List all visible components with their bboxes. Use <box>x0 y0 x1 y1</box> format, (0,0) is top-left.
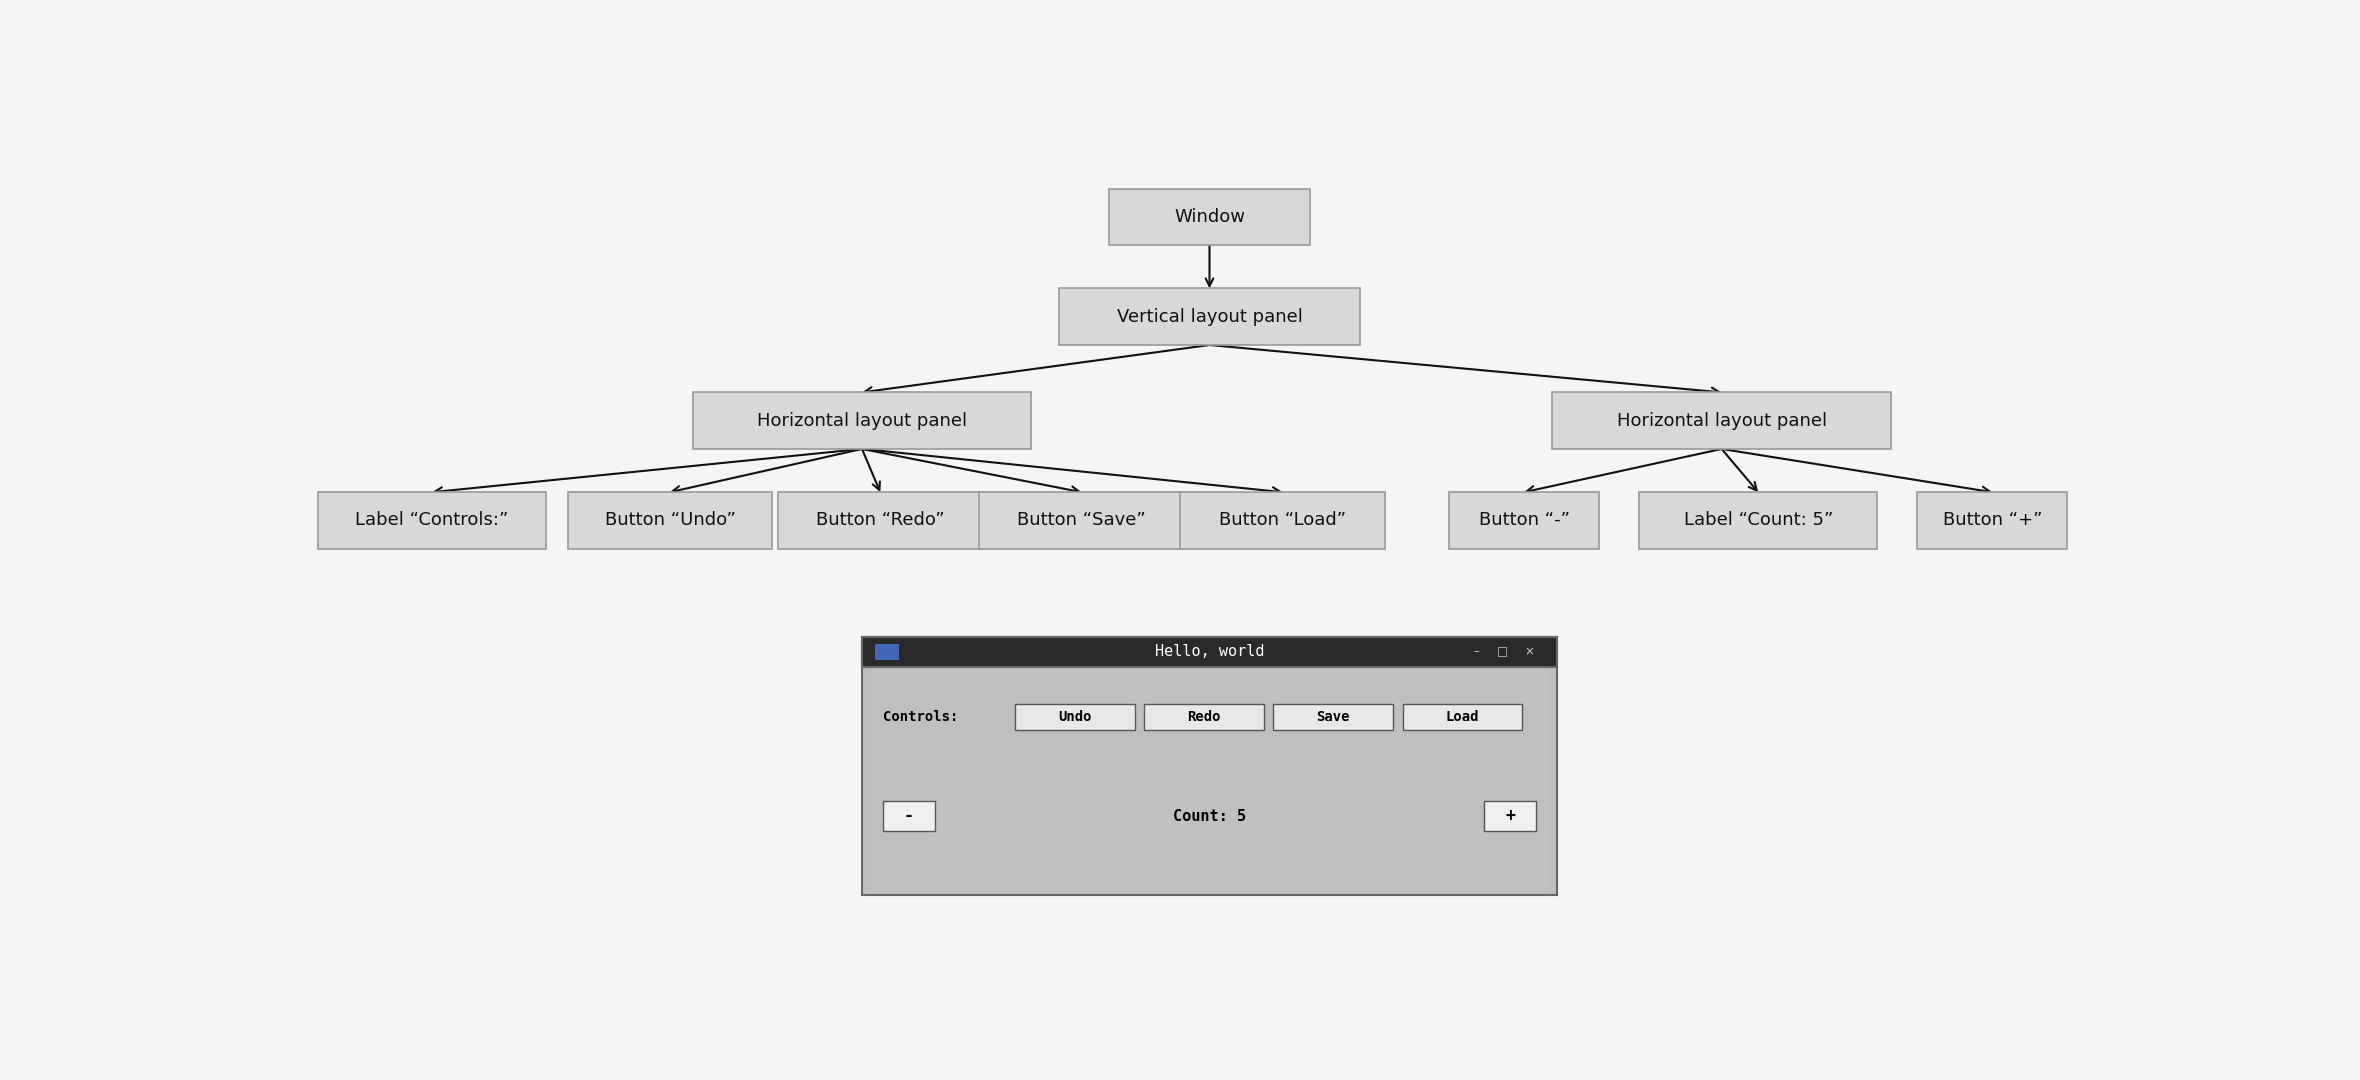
Text: Button “Load”: Button “Load” <box>1220 512 1345 529</box>
Text: Controls:: Controls: <box>883 710 958 724</box>
FancyBboxPatch shape <box>1109 189 1310 245</box>
FancyBboxPatch shape <box>883 801 935 831</box>
FancyBboxPatch shape <box>861 637 1558 894</box>
Text: Button “-”: Button “-” <box>1480 512 1569 529</box>
Bar <box>876 644 899 660</box>
Text: Label “Count: 5”: Label “Count: 5” <box>1683 512 1834 529</box>
FancyBboxPatch shape <box>319 492 548 549</box>
Text: ×: × <box>1525 645 1534 658</box>
FancyBboxPatch shape <box>1274 704 1392 730</box>
FancyBboxPatch shape <box>1180 492 1385 549</box>
Text: -: - <box>904 807 913 825</box>
FancyBboxPatch shape <box>779 492 982 549</box>
Text: Label “Controls:”: Label “Controls:” <box>356 512 510 529</box>
Text: Button “+”: Button “+” <box>1942 512 2041 529</box>
FancyBboxPatch shape <box>1449 492 1600 549</box>
Text: Vertical layout panel: Vertical layout panel <box>1116 308 1303 326</box>
Text: Window: Window <box>1173 208 1246 226</box>
FancyBboxPatch shape <box>1484 801 1536 831</box>
Text: Horizontal layout panel: Horizontal layout panel <box>758 411 968 430</box>
FancyBboxPatch shape <box>566 492 772 549</box>
Text: Count: 5: Count: 5 <box>1173 809 1246 824</box>
Text: Load: Load <box>1447 710 1480 724</box>
FancyBboxPatch shape <box>1553 392 1890 449</box>
Text: Undo: Undo <box>1057 710 1090 724</box>
FancyBboxPatch shape <box>1402 704 1522 730</box>
FancyBboxPatch shape <box>979 492 1185 549</box>
FancyBboxPatch shape <box>1640 492 1876 549</box>
FancyBboxPatch shape <box>694 392 1031 449</box>
FancyBboxPatch shape <box>1916 492 2067 549</box>
FancyBboxPatch shape <box>861 637 1558 666</box>
Text: Horizontal layout panel: Horizontal layout panel <box>1617 411 1827 430</box>
FancyBboxPatch shape <box>1060 288 1359 345</box>
Text: Redo: Redo <box>1187 710 1220 724</box>
Text: –: – <box>1473 645 1480 658</box>
Text: Hello, world: Hello, world <box>1154 644 1265 659</box>
Text: Save: Save <box>1317 710 1350 724</box>
Text: Button “Redo”: Button “Redo” <box>817 512 944 529</box>
Text: +: + <box>1506 807 1515 825</box>
Text: □: □ <box>1496 645 1508 658</box>
FancyBboxPatch shape <box>871 670 1548 890</box>
Text: Button “Save”: Button “Save” <box>1017 512 1147 529</box>
Text: Button “Undo”: Button “Undo” <box>604 512 736 529</box>
FancyBboxPatch shape <box>1145 704 1265 730</box>
FancyBboxPatch shape <box>1015 704 1135 730</box>
